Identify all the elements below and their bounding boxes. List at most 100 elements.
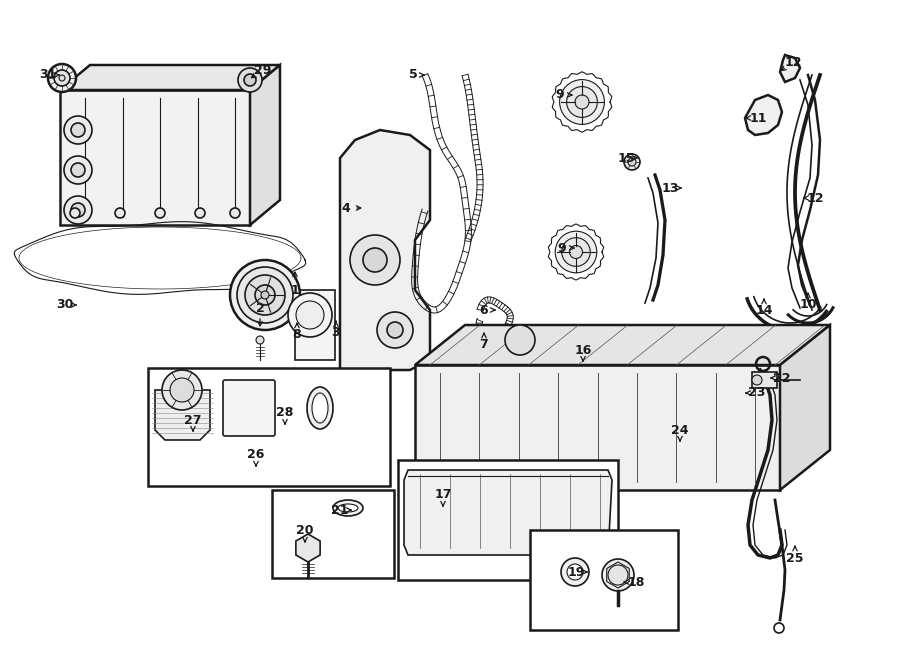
Text: 9: 9 [558, 241, 566, 254]
Circle shape [560, 79, 605, 124]
Polygon shape [250, 65, 280, 225]
Bar [530, 530, 678, 630]
Circle shape [296, 301, 324, 329]
Text: 29: 29 [255, 63, 272, 77]
Circle shape [567, 564, 583, 580]
Bar [752, 372, 777, 388]
Bar [148, 368, 390, 486]
Circle shape [170, 378, 194, 402]
Circle shape [255, 285, 275, 305]
Circle shape [70, 208, 80, 218]
Text: 21: 21 [331, 504, 349, 516]
Circle shape [752, 375, 762, 385]
Ellipse shape [333, 500, 363, 516]
Circle shape [238, 68, 262, 92]
Text: 12: 12 [784, 56, 802, 69]
Ellipse shape [307, 387, 333, 429]
Polygon shape [404, 470, 612, 555]
Circle shape [245, 275, 285, 315]
Polygon shape [415, 365, 780, 490]
Circle shape [363, 248, 387, 272]
Text: 12: 12 [806, 192, 824, 204]
Text: 8: 8 [292, 329, 302, 342]
Polygon shape [60, 90, 250, 225]
Text: 14: 14 [755, 303, 773, 317]
Circle shape [64, 116, 92, 144]
Circle shape [71, 123, 85, 137]
Circle shape [54, 70, 70, 86]
Circle shape [602, 559, 634, 591]
FancyBboxPatch shape [223, 380, 275, 436]
Circle shape [261, 291, 269, 299]
Bar [398, 460, 618, 580]
Polygon shape [745, 95, 782, 135]
Ellipse shape [338, 504, 358, 512]
Text: 5: 5 [409, 69, 418, 81]
Ellipse shape [312, 393, 328, 423]
Circle shape [155, 208, 165, 218]
Text: 17: 17 [434, 488, 452, 502]
Circle shape [230, 208, 240, 218]
Text: 25: 25 [787, 551, 804, 564]
Circle shape [64, 196, 92, 224]
Circle shape [561, 558, 589, 586]
Circle shape [570, 245, 582, 258]
Text: 11: 11 [749, 112, 767, 124]
Circle shape [624, 154, 640, 170]
Text: 30: 30 [57, 299, 74, 311]
Circle shape [562, 238, 590, 266]
Text: 6: 6 [480, 303, 489, 317]
Text: 1: 1 [291, 284, 300, 297]
Text: 13: 13 [662, 182, 679, 194]
Circle shape [195, 208, 205, 218]
Circle shape [608, 565, 628, 585]
Circle shape [555, 231, 597, 273]
Circle shape [288, 293, 332, 337]
Circle shape [387, 322, 403, 338]
Circle shape [567, 87, 598, 118]
Circle shape [59, 75, 65, 81]
Text: 9: 9 [555, 89, 564, 102]
Polygon shape [415, 325, 830, 365]
Circle shape [71, 203, 85, 217]
Polygon shape [780, 325, 830, 490]
Text: 2: 2 [256, 301, 265, 315]
Circle shape [628, 158, 636, 166]
Circle shape [244, 74, 256, 86]
Polygon shape [296, 534, 320, 562]
Circle shape [64, 156, 92, 184]
Text: 15: 15 [617, 151, 634, 165]
Text: 3: 3 [332, 325, 340, 338]
Circle shape [575, 95, 589, 109]
Text: 19: 19 [567, 566, 585, 578]
Circle shape [256, 336, 264, 344]
Circle shape [162, 370, 202, 410]
Circle shape [71, 163, 85, 177]
Circle shape [377, 312, 413, 348]
Text: 24: 24 [671, 424, 688, 436]
Text: 27: 27 [184, 414, 202, 426]
Text: 23: 23 [748, 387, 766, 399]
Text: 20: 20 [296, 524, 314, 537]
Circle shape [350, 235, 400, 285]
Circle shape [505, 325, 535, 355]
Polygon shape [780, 55, 800, 82]
Circle shape [230, 260, 300, 330]
Text: 10: 10 [799, 299, 817, 311]
Polygon shape [155, 390, 210, 440]
Text: 4: 4 [342, 202, 350, 215]
Polygon shape [340, 130, 430, 370]
Text: 26: 26 [248, 449, 265, 461]
Text: 16: 16 [574, 344, 591, 356]
Text: 18: 18 [627, 576, 644, 588]
Circle shape [115, 208, 125, 218]
Circle shape [48, 64, 76, 92]
Polygon shape [295, 290, 335, 360]
Text: 31: 31 [40, 69, 57, 81]
Bar [272, 490, 394, 578]
Circle shape [237, 267, 293, 323]
Text: 7: 7 [480, 338, 489, 352]
Text: 28: 28 [276, 407, 293, 420]
Polygon shape [60, 65, 280, 90]
Text: 22: 22 [773, 371, 791, 385]
